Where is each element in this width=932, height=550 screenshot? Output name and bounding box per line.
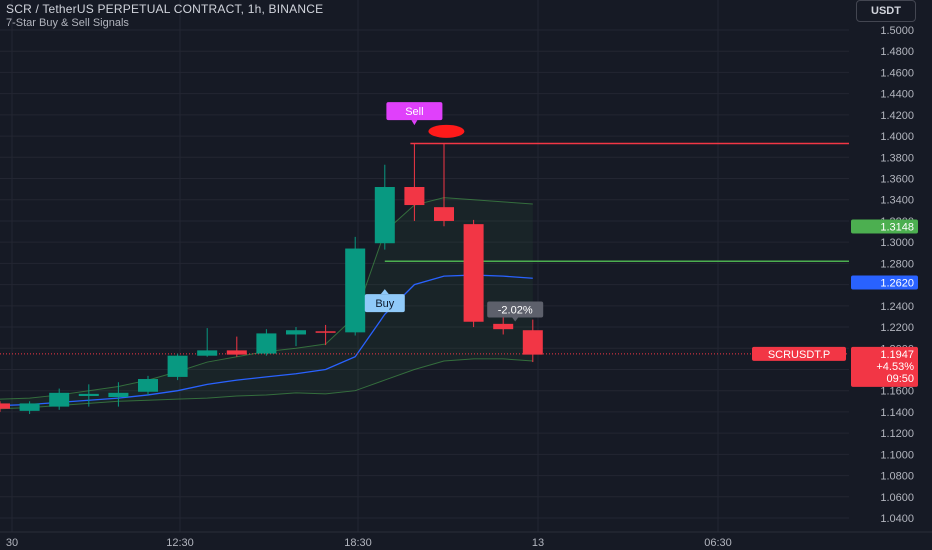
sell-signal-marker: [428, 124, 465, 138]
price-label-value: 1.3148: [880, 221, 914, 233]
candle-body: [522, 330, 543, 355]
y-tick-label: 1.4200: [880, 110, 914, 122]
candle-body: [315, 331, 336, 333]
candle-body: [49, 392, 70, 407]
y-tick-label: 1.0400: [880, 513, 914, 525]
y-tick-label: 1.2800: [880, 258, 914, 270]
y-tick-label: 1.1400: [880, 407, 914, 419]
current-price-change: +4.53%: [876, 361, 914, 373]
sell-signal-label: Sell: [405, 106, 423, 118]
buy-signal-label: Buy: [375, 298, 394, 310]
bar-countdown: 09:50: [886, 373, 914, 385]
candle-body: [493, 323, 514, 330]
y-tick-label: 1.4600: [880, 67, 914, 79]
buy-signal-badge: [364, 294, 405, 313]
indicator-name: 7-Star Buy & Sell Signals: [6, 17, 129, 29]
candle-body: [226, 350, 247, 355]
y-tick-label: 1.3400: [880, 195, 914, 207]
symbol-label: SCRUSDT.P: [768, 349, 830, 361]
x-tick-label: 30: [6, 537, 18, 549]
current-price-box: [851, 346, 918, 387]
price-axis: [849, 0, 932, 550]
y-tick-label: 1.4800: [880, 46, 914, 58]
candle-body: [108, 392, 129, 398]
price-label-box: [851, 219, 918, 234]
y-tick-label: 1.1200: [880, 428, 914, 440]
y-tick-label: 1.4000: [880, 131, 914, 143]
candle-body: [404, 187, 425, 206]
change-label: -2.02%: [498, 305, 533, 317]
y-tick-label: 1.0600: [880, 492, 914, 504]
y-tick-label: 1.3800: [880, 152, 914, 164]
chart-title: SCR / TetherUS PERPETUAL CONTRACT, 1h, B…: [6, 2, 324, 16]
price-label-value: 1.2620: [880, 277, 914, 289]
candle-body: [256, 333, 277, 354]
candle-body: [197, 350, 218, 356]
candle-body: [286, 330, 306, 335]
change-badge: [487, 301, 544, 318]
x-tick-label: 06:30: [704, 537, 732, 549]
current-price-value: 1.1947: [880, 349, 914, 361]
candle-body: [374, 187, 395, 244]
change-badge-pointer: [512, 317, 519, 322]
y-tick-label: 1.5000: [880, 25, 914, 37]
sell-signal-badge: [386, 102, 443, 121]
candle-body: [78, 393, 99, 396]
y-tick-label: 1.1000: [880, 449, 914, 461]
y-tick-label: 1.3000: [880, 237, 914, 249]
candle-body: [19, 403, 40, 411]
y-tick-label: 1.2400: [880, 301, 914, 313]
sell-badge-pointer: [411, 120, 418, 126]
y-tick-label: 1.2200: [880, 322, 914, 334]
symbol-label-box: [752, 346, 846, 361]
y-tick-label: 1.4400: [880, 89, 914, 101]
candle-body: [463, 224, 484, 322]
band-fill: [0, 197, 533, 409]
y-tick-label: 1.3600: [880, 174, 914, 186]
candle-body: [138, 379, 158, 392]
candle-body: [0, 403, 10, 409]
x-tick-label: 12:30: [166, 537, 194, 549]
price-label-box: [851, 275, 918, 290]
y-tick-label: 1.0800: [880, 471, 914, 483]
candle-body: [167, 355, 188, 377]
candle-body: [345, 248, 366, 333]
y-tick-label: 1.1600: [880, 386, 914, 398]
x-tick-label: 13: [532, 537, 544, 549]
x-tick-label: 18:30: [344, 537, 372, 549]
candle-body: [434, 207, 454, 221]
buy-badge-pointer: [380, 289, 389, 295]
currency-button[interactable]: USDT: [856, 0, 916, 22]
